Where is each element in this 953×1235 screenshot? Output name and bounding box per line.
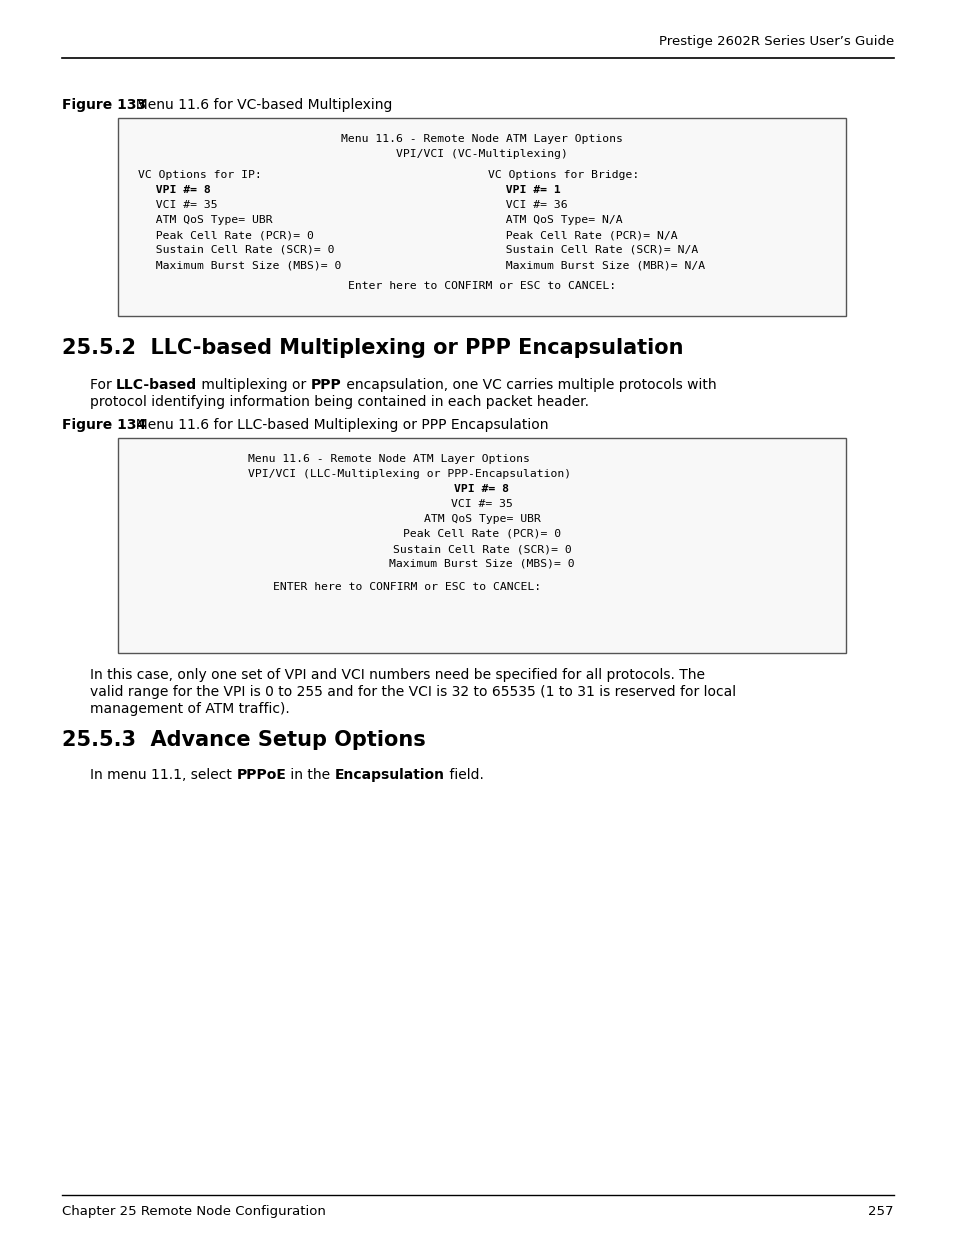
Text: field.: field. [444,768,483,782]
Text: 25.5.3  Advance Setup Options: 25.5.3 Advance Setup Options [62,730,425,750]
Text: Menu 11.6 - Remote Node ATM Layer Options: Menu 11.6 - Remote Node ATM Layer Option… [248,454,529,464]
Text: VPI #= 8: VPI #= 8 [142,185,211,195]
Text: VCI #= 36: VCI #= 36 [492,200,567,210]
Text: VPI #= 1: VPI #= 1 [492,185,560,195]
Text: Figure 133: Figure 133 [62,98,146,112]
Text: VPI/VCI (VC-Multiplexing): VPI/VCI (VC-Multiplexing) [395,149,567,159]
Text: In menu 11.1, select: In menu 11.1, select [90,768,236,782]
Text: VCI #= 35: VCI #= 35 [451,499,513,509]
FancyBboxPatch shape [118,438,845,653]
Text: Menu 11.6 - Remote Node ATM Layer Options: Menu 11.6 - Remote Node ATM Layer Option… [341,135,622,144]
Text: ATM QoS Type= UBR: ATM QoS Type= UBR [142,215,273,225]
Text: ATM QoS Type= N/A: ATM QoS Type= N/A [492,215,622,225]
Text: In this case, only one set of VPI and VCI numbers need be specified for all prot: In this case, only one set of VPI and VC… [90,668,704,682]
Text: protocol identifying information being contained in each packet header.: protocol identifying information being c… [90,395,588,409]
Text: Figure 134: Figure 134 [62,417,146,432]
Text: Chapter 25 Remote Node Configuration: Chapter 25 Remote Node Configuration [62,1205,326,1218]
Text: Sustain Cell Rate (SCR)= 0: Sustain Cell Rate (SCR)= 0 [393,543,571,555]
Text: valid range for the VPI is 0 to 255 and for the VCI is 32 to 65535 (1 to 31 is r: valid range for the VPI is 0 to 255 and … [90,685,736,699]
Text: in the: in the [286,768,335,782]
Text: Prestige 2602R Series User’s Guide: Prestige 2602R Series User’s Guide [659,36,893,48]
Text: VPI/VCI (LLC-Multiplexing or PPP-Encapsulation): VPI/VCI (LLC-Multiplexing or PPP-Encapsu… [248,469,571,479]
Text: management of ATM traffic).: management of ATM traffic). [90,701,290,716]
Text: VC Options for Bridge:: VC Options for Bridge: [488,170,639,180]
Text: LLC-based: LLC-based [116,378,197,391]
Text: Peak Cell Rate (PCR)= 0: Peak Cell Rate (PCR)= 0 [402,529,560,538]
Text: Sustain Cell Rate (SCR)= 0: Sustain Cell Rate (SCR)= 0 [142,245,335,254]
Text: For: For [90,378,116,391]
Text: VC Options for IP:: VC Options for IP: [138,170,261,180]
Text: encapsulation, one VC carries multiple protocols with: encapsulation, one VC carries multiple p… [341,378,716,391]
Text: Peak Cell Rate (PCR)= 0: Peak Cell Rate (PCR)= 0 [142,230,314,240]
Text: Encapsulation: Encapsulation [335,768,444,782]
FancyBboxPatch shape [118,119,845,316]
Text: ENTER here to CONFIRM or ESC to CANCEL:: ENTER here to CONFIRM or ESC to CANCEL: [273,582,540,592]
Text: Menu 11.6 for VC-based Multiplexing: Menu 11.6 for VC-based Multiplexing [127,98,392,112]
Text: VPI #= 8: VPI #= 8 [454,484,509,494]
Text: 25.5.2  LLC-based Multiplexing or PPP Encapsulation: 25.5.2 LLC-based Multiplexing or PPP Enc… [62,338,682,358]
Text: Peak Cell Rate (PCR)= N/A: Peak Cell Rate (PCR)= N/A [492,230,677,240]
Text: VCI #= 35: VCI #= 35 [142,200,217,210]
Text: Enter here to CONFIRM or ESC to CANCEL:: Enter here to CONFIRM or ESC to CANCEL: [348,282,616,291]
Text: Maximum Burst Size (MBR)= N/A: Maximum Burst Size (MBR)= N/A [492,261,704,270]
Text: multiplexing or: multiplexing or [197,378,311,391]
Text: Sustain Cell Rate (SCR)= N/A: Sustain Cell Rate (SCR)= N/A [492,245,698,254]
Text: Maximum Burst Size (MBS)= 0: Maximum Burst Size (MBS)= 0 [389,559,575,569]
Text: Menu 11.6 for LLC-based Multiplexing or PPP Encapsulation: Menu 11.6 for LLC-based Multiplexing or … [127,417,548,432]
Text: PPP: PPP [311,378,341,391]
Text: Maximum Burst Size (MBS)= 0: Maximum Burst Size (MBS)= 0 [142,261,341,270]
Text: 257: 257 [867,1205,893,1218]
Text: PPPoE: PPPoE [236,768,286,782]
Text: ATM QoS Type= UBR: ATM QoS Type= UBR [423,514,539,524]
